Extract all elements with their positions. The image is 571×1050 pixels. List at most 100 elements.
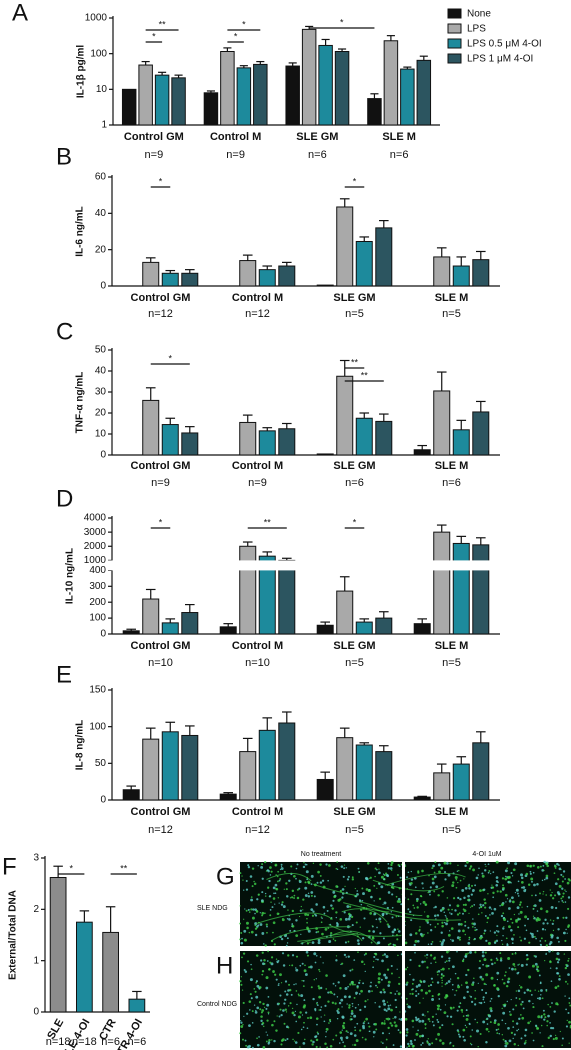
cell [260, 1011, 263, 1014]
cell [449, 1043, 451, 1045]
nets [359, 900, 423, 916]
cell [354, 887, 356, 890]
cell [499, 904, 501, 907]
nets [385, 872, 466, 886]
cell [286, 1037, 289, 1041]
cell [414, 951, 416, 954]
error-bar [456, 756, 467, 765]
cell [528, 941, 531, 944]
error-bar [281, 261, 292, 267]
cell [396, 874, 399, 876]
y-tick-label: 20 [95, 408, 107, 419]
cell [269, 961, 272, 964]
cell [274, 903, 276, 905]
cell [470, 893, 473, 896]
bar [278, 428, 296, 456]
significance-label: * [242, 19, 246, 29]
cell [508, 899, 512, 903]
cell [525, 953, 529, 957]
n-label: n=5 [442, 657, 461, 669]
cell [386, 1001, 389, 1003]
cell [332, 938, 335, 940]
cell [395, 895, 398, 898]
cell [525, 963, 528, 966]
cell [522, 886, 526, 889]
bar [472, 259, 490, 287]
cell [409, 910, 412, 914]
cell [482, 1020, 486, 1024]
cell [541, 928, 545, 931]
cell [484, 991, 488, 995]
panel-letter: E [56, 661, 72, 688]
cell [341, 1029, 343, 1031]
cell [456, 904, 460, 908]
cell [420, 981, 422, 983]
cell [316, 881, 319, 884]
cell [361, 899, 364, 902]
cell [432, 1024, 435, 1027]
cell [336, 868, 339, 871]
n-label: n=9 [151, 477, 170, 489]
cell [433, 871, 436, 874]
cell [500, 903, 504, 907]
cell [256, 898, 259, 901]
row-label: SLE NDG [197, 905, 228, 912]
cell [387, 863, 390, 865]
cell [551, 934, 554, 937]
bar [452, 429, 470, 456]
cell [323, 1014, 326, 1016]
cell [373, 955, 376, 959]
cell [265, 923, 268, 926]
cell [368, 877, 370, 880]
cell [288, 964, 291, 967]
cell [390, 861, 394, 865]
cell [457, 869, 460, 872]
cell [370, 895, 373, 899]
cell [520, 1003, 523, 1006]
cell [355, 921, 358, 924]
bar [472, 742, 490, 801]
cell [552, 1037, 555, 1041]
cell [431, 981, 434, 983]
y-tick-label: 0 [33, 1007, 39, 1018]
cell [377, 862, 380, 865]
cell [357, 1004, 360, 1006]
cell [264, 860, 267, 864]
cell [448, 930, 451, 932]
cell [375, 958, 377, 960]
cell [334, 985, 337, 987]
cell [558, 864, 560, 867]
cell [507, 977, 511, 981]
cell [392, 1017, 394, 1020]
cell [341, 1006, 343, 1008]
cell [547, 1036, 550, 1040]
cell [536, 1027, 539, 1030]
cell [267, 950, 269, 953]
cell [552, 929, 555, 932]
cell [306, 913, 310, 917]
cell [329, 1044, 333, 1048]
cell [353, 1014, 357, 1018]
cell [254, 924, 257, 927]
cell [565, 1025, 569, 1028]
cell [471, 884, 473, 887]
cell [378, 868, 380, 870]
cell [364, 876, 368, 880]
cell [281, 952, 285, 955]
cell [342, 1022, 346, 1025]
cell [409, 958, 412, 962]
cell [269, 914, 272, 917]
cell [504, 893, 508, 897]
cell [495, 876, 499, 879]
cell [382, 937, 385, 940]
cell [376, 958, 379, 961]
cell [253, 1004, 256, 1006]
cell [277, 897, 279, 899]
cell [471, 983, 475, 987]
error-bar [165, 269, 176, 274]
bar [336, 590, 354, 635]
cell [567, 983, 569, 985]
cell [286, 895, 289, 898]
cell [551, 1002, 553, 1004]
cell [267, 1013, 270, 1015]
